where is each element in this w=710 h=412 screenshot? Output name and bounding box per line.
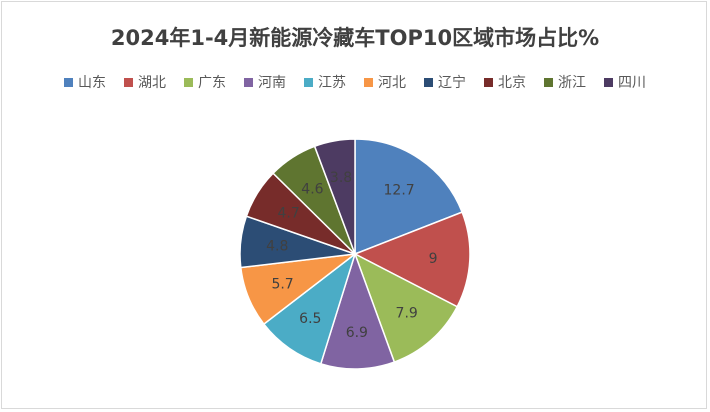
legend-swatch xyxy=(544,77,553,87)
pie-slice xyxy=(353,252,459,364)
legend-swatch xyxy=(64,77,73,87)
data-label: 7.9 xyxy=(396,306,418,322)
legend-swatch xyxy=(364,77,373,87)
legend-item: 河南 xyxy=(244,72,286,92)
legend-swatch xyxy=(304,77,313,87)
chart-legend: 山东 湖北 广东 河南 江苏 河北 辽宁 北京 浙江 四川 xyxy=(0,72,710,92)
legend-swatch xyxy=(184,77,193,87)
legend-item: 辽宁 xyxy=(424,72,466,92)
chart-title: 2024年1-4月新能源冷藏车TOP10区域市场占比% xyxy=(110,26,600,50)
pie-slice xyxy=(353,211,471,308)
pie-slice xyxy=(354,138,464,256)
data-label: 4.7 xyxy=(277,206,299,222)
data-label: 4.6 xyxy=(301,181,323,197)
legend-label: 河南 xyxy=(258,75,286,91)
legend-item: 河北 xyxy=(364,72,406,92)
legend-swatch xyxy=(424,77,433,87)
legend-swatch xyxy=(484,77,493,87)
legend-label: 湖北 xyxy=(138,75,166,91)
legend-label: 四川 xyxy=(618,75,646,91)
legend-item: 湖北 xyxy=(124,72,166,92)
legend-item: 江苏 xyxy=(304,72,346,92)
legend-label: 广东 xyxy=(198,75,226,91)
legend-label: 河北 xyxy=(378,75,406,91)
legend-item: 北京 xyxy=(484,72,526,92)
legend-swatch xyxy=(604,77,613,87)
data-label: 9 xyxy=(429,251,438,267)
legend-item: 浙江 xyxy=(544,72,586,92)
legend-swatch xyxy=(124,77,133,87)
legend-label: 浙江 xyxy=(558,75,586,91)
data-label: 12.7 xyxy=(384,182,415,198)
legend-label: 北京 xyxy=(498,75,526,91)
legend-item: 四川 xyxy=(604,72,646,92)
data-label: 6.5 xyxy=(299,311,321,327)
legend-item: 山东 xyxy=(64,72,106,92)
pie-slice xyxy=(313,138,356,255)
data-label: 4.8 xyxy=(266,239,288,255)
legend-label: 山东 xyxy=(78,75,106,91)
data-label: 5.7 xyxy=(271,276,293,292)
data-label: 6.9 xyxy=(346,325,368,341)
pie-slice xyxy=(319,251,396,370)
legend-label: 江苏 xyxy=(318,75,346,91)
legend-item: 广东 xyxy=(184,72,226,92)
legend-swatch xyxy=(244,77,253,87)
data-label: 3.8 xyxy=(330,170,352,186)
legend-label: 辽宁 xyxy=(438,75,466,91)
